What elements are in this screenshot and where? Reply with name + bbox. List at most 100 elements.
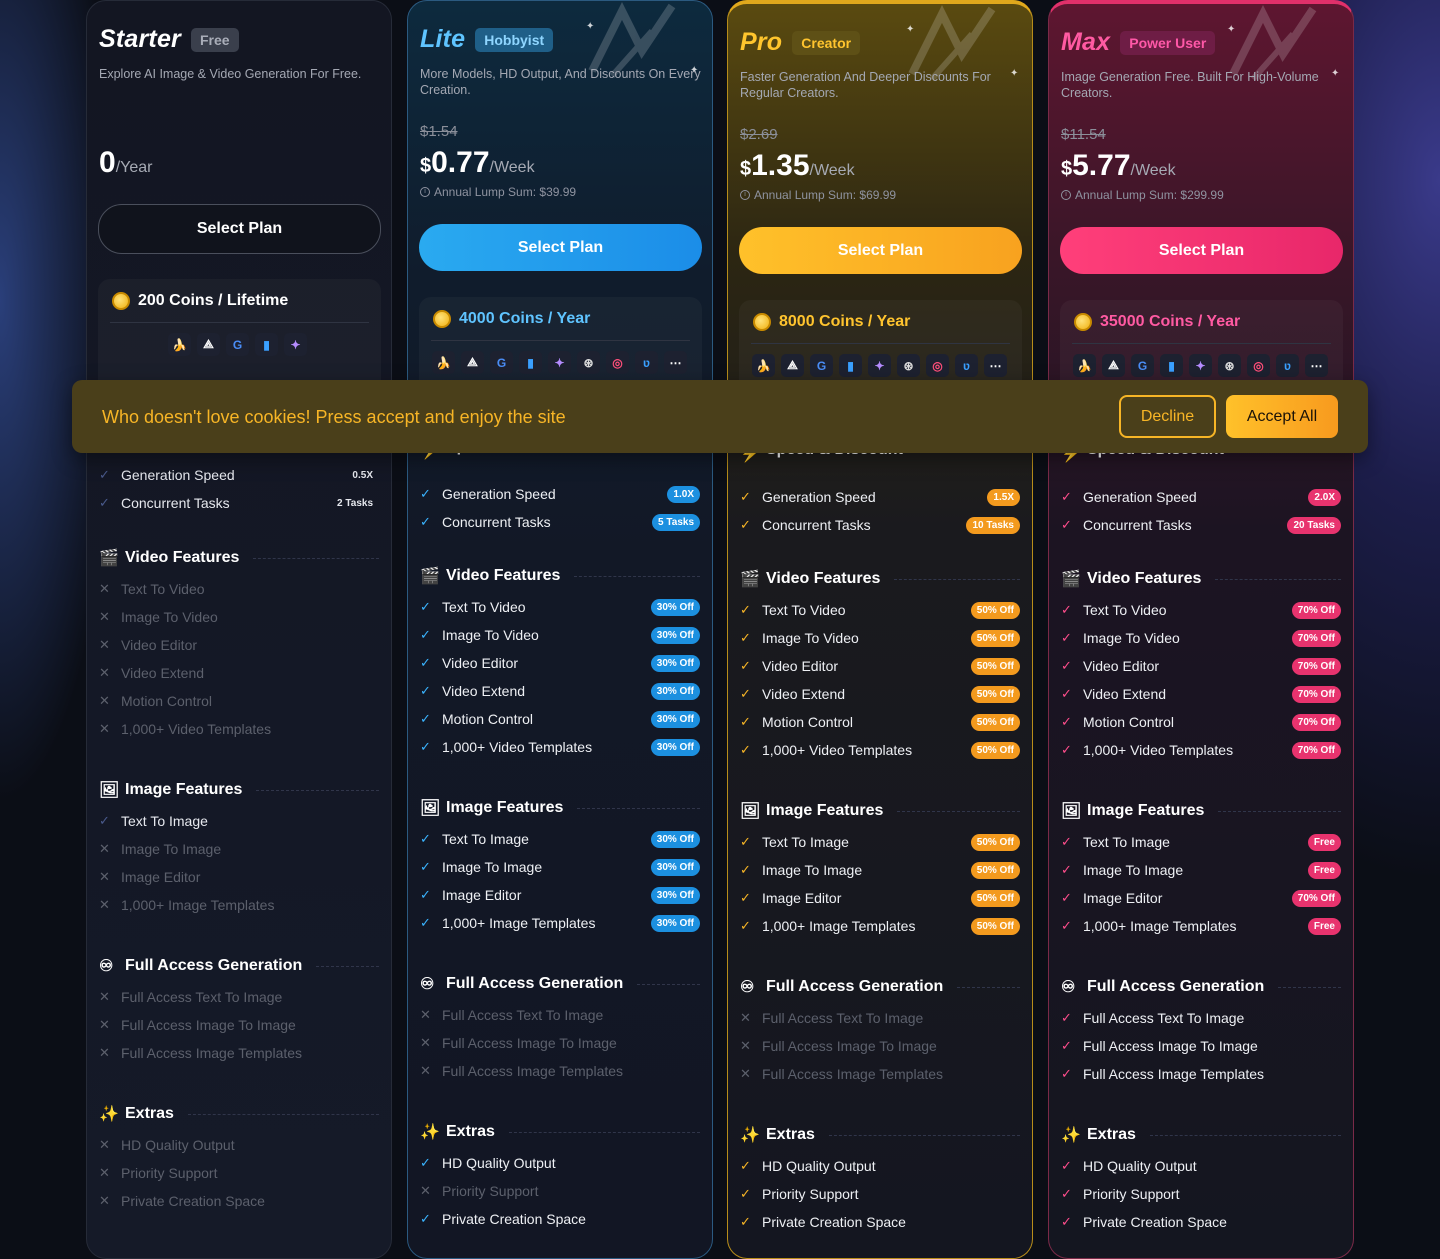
feature-label: Image To Video bbox=[442, 627, 539, 643]
feature-label: Priority Support bbox=[121, 1165, 218, 1181]
check-icon: ✓ bbox=[420, 1211, 431, 1226]
google-icon: G bbox=[810, 354, 833, 377]
section-title: Speed & Discount bbox=[766, 448, 903, 458]
section-heading: 🎬 Video Features bbox=[420, 559, 700, 593]
image-section-icon: 🖼 bbox=[740, 803, 761, 820]
coins-panel: 8000 Coins / Year 🍌 ⟁ G ▮ ✦ ⊛ ◎ ʋ ⋯ bbox=[739, 300, 1022, 420]
discount-badge: 70% Off bbox=[1291, 657, 1341, 675]
plan-header: Pro Creator bbox=[740, 28, 861, 57]
feature-label: Priority Support bbox=[762, 1186, 859, 1202]
check-icon: ✓ bbox=[420, 486, 431, 501]
feature-label: Priority Support bbox=[442, 1183, 539, 1199]
dashed-divider bbox=[253, 557, 379, 559]
check-icon: ✓ bbox=[1061, 1186, 1072, 1201]
feature-row: ✓ Motion Control 70% Off bbox=[1061, 708, 1341, 736]
check-icon: ✓ bbox=[740, 517, 751, 532]
video-section-icon: 🎬 bbox=[1061, 571, 1081, 588]
feature-row: ✓ Video Editor 30% Off bbox=[420, 649, 700, 677]
check-icon: ✓ bbox=[1061, 1010, 1072, 1025]
feature-label: Private Creation Space bbox=[442, 1211, 586, 1227]
feature-label: HD Quality Output bbox=[121, 1137, 235, 1153]
bars-logo-icon: ▮ bbox=[839, 354, 862, 377]
image-features-section: 🖼 Image Features ✓ Text To Image ✕ Image To I… bbox=[99, 773, 379, 919]
cross-icon: ✕ bbox=[99, 581, 110, 596]
full-section-icon: ♾ bbox=[99, 958, 114, 975]
section-title: Image Features bbox=[1087, 802, 1205, 819]
check-icon: ✓ bbox=[99, 495, 110, 510]
plan-badge: Free bbox=[191, 27, 239, 52]
feature-row: ✓ Text To Video 70% Off bbox=[1061, 596, 1341, 624]
feature-label: Text To Video bbox=[762, 602, 846, 618]
decline-button[interactable]: Decline bbox=[1119, 395, 1216, 438]
cross-icon: ✕ bbox=[99, 869, 110, 884]
feature-label: Image To Image bbox=[121, 841, 222, 857]
stat-value: 1.0X bbox=[667, 485, 700, 503]
dashed-divider bbox=[256, 789, 379, 791]
cross-icon: ✕ bbox=[99, 609, 110, 624]
cross-icon: ✕ bbox=[740, 1010, 751, 1025]
plan-description: Faster Generation And Deeper Discounts F… bbox=[740, 70, 991, 100]
feature-label: Text To Image bbox=[762, 834, 849, 850]
stat-value: 5 Tasks bbox=[652, 513, 700, 531]
google-icon: G bbox=[226, 333, 249, 356]
divider bbox=[1072, 343, 1331, 344]
check-icon: ✓ bbox=[740, 862, 751, 877]
extras-section-icon: ✨ bbox=[1061, 1127, 1081, 1144]
feature-row: ✓ Text To Image 50% Off bbox=[740, 828, 1020, 856]
cross-icon: ✕ bbox=[99, 637, 110, 652]
lump-sum-text: Annual Lump Sum: $39.99 bbox=[434, 185, 577, 199]
check-icon: ✓ bbox=[420, 831, 431, 846]
divider bbox=[751, 343, 1010, 344]
bars-logo-icon: ▮ bbox=[519, 351, 542, 374]
cross-icon: ✕ bbox=[420, 1183, 431, 1198]
accept-all-button[interactable]: Accept All bbox=[1226, 395, 1338, 438]
speed-stats: ✓ Generation Speed 1.5X ✓ Concurrent Tasks 10… bbox=[740, 483, 1020, 539]
star-logo-icon: ✦ bbox=[1189, 354, 1212, 377]
video-features-section: 🎬 Video Features ✓ Text To Video 50% Off ✓ Ima… bbox=[740, 562, 1020, 764]
section-heading: 🖼 Image Features bbox=[99, 773, 379, 807]
feature-row: ✓ HD Quality Output bbox=[1061, 1152, 1341, 1180]
feature-label: Full Access Image To Image bbox=[121, 1017, 296, 1033]
feature-row: ✕ Full Access Image Templates bbox=[420, 1057, 700, 1085]
section-heading: 🎬 Video Features bbox=[740, 562, 1020, 596]
select-plan-button[interactable]: Select Plan bbox=[98, 204, 381, 254]
image-features-section: 🖼 Image Features ✓ Text To Image 30% Off ✓ Ima… bbox=[420, 791, 700, 937]
plan-name: Lite bbox=[420, 25, 466, 53]
select-plan-button[interactable]: Select Plan bbox=[419, 224, 702, 271]
sparkle-icon: ✦ bbox=[586, 21, 595, 32]
cross-icon: ✕ bbox=[740, 1038, 751, 1053]
check-icon: ✓ bbox=[740, 1186, 751, 1201]
triangle-logo-icon: ⟁ bbox=[197, 333, 220, 356]
extras-features-section: ✨ Extras ✓ HD Quality Output ✓ Priority Suppo… bbox=[1061, 1118, 1341, 1236]
feature-label: 1,000+ Image Templates bbox=[1083, 918, 1237, 934]
feature-label: 1,000+ Video Templates bbox=[1083, 742, 1234, 758]
feature-row: ✓ Image To Video 70% Off bbox=[1061, 624, 1341, 652]
discount-badge: 30% Off bbox=[650, 914, 700, 932]
section-title: Extras bbox=[766, 1126, 815, 1143]
discount-badge: 30% Off bbox=[650, 858, 700, 876]
stat-label: Concurrent Tasks bbox=[1083, 517, 1192, 533]
dashed-divider bbox=[316, 965, 379, 967]
feature-row: ✓ Image To Image Free bbox=[1061, 856, 1341, 884]
discount-badge: 30% Off bbox=[650, 738, 700, 756]
stat-label: Generation Speed bbox=[1083, 489, 1197, 505]
feature-label: Private Creation Space bbox=[762, 1214, 906, 1230]
cross-icon: ✕ bbox=[99, 841, 110, 856]
section-heading: 🎬 Video Features bbox=[1061, 562, 1341, 596]
cross-icon: ✕ bbox=[99, 897, 110, 912]
dashed-divider bbox=[1215, 578, 1341, 580]
select-plan-button[interactable]: Select Plan bbox=[739, 227, 1022, 274]
discount-badge: 30% Off bbox=[650, 654, 700, 672]
select-plan-button[interactable]: Select Plan bbox=[1060, 227, 1343, 274]
discount-badge: 70% Off bbox=[1291, 741, 1341, 759]
video-section-icon: 🎬 bbox=[99, 550, 119, 567]
feature-row: ✓ 1,000+ Image Templates 50% Off bbox=[740, 912, 1020, 940]
feature-row: ✓ Text To Image bbox=[99, 807, 379, 835]
decoration-graphic bbox=[1229, 5, 1317, 81]
video-section-icon: 🎬 bbox=[740, 571, 760, 588]
feature-label: Full Access Text To Image bbox=[442, 1007, 604, 1023]
cross-icon: ✕ bbox=[99, 989, 110, 1004]
plan-name: Max bbox=[1061, 28, 1111, 56]
check-icon: ✓ bbox=[1061, 714, 1072, 729]
check-icon: ✓ bbox=[1061, 517, 1072, 532]
